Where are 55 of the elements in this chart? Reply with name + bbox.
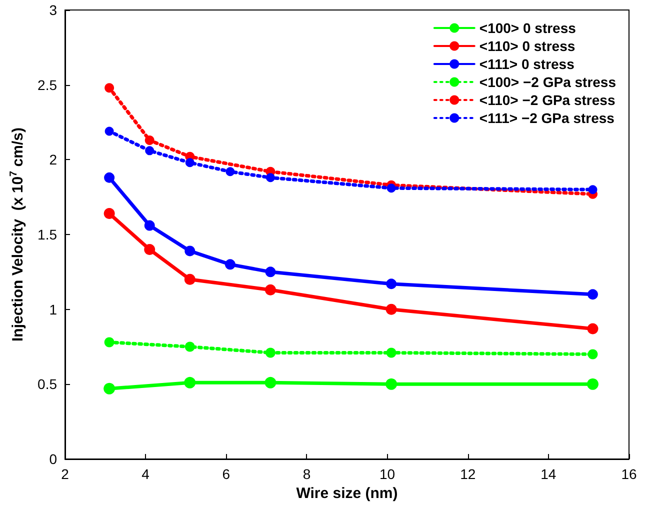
point: [144, 135, 154, 145]
legend-label: <111> 0 stress: [479, 56, 575, 72]
point: [386, 278, 397, 290]
legend-label: <100> −2 GPa stress: [479, 74, 616, 90]
x-tick-label: 12: [460, 466, 476, 482]
point: [386, 184, 396, 193]
y-tick-label: 0: [49, 451, 58, 467]
legend-label: <110> −2 GPa stress: [479, 92, 616, 108]
point: [266, 173, 275, 182]
legend-label: <100> 0 stress: [479, 20, 576, 36]
point: [264, 284, 276, 296]
point: [386, 378, 398, 390]
point: [145, 146, 154, 156]
point: [587, 378, 598, 390]
point: [104, 337, 114, 348]
x-tick-label: 2: [61, 466, 70, 482]
point: [184, 274, 196, 285]
legend-label: <111> −2 GPa stress: [479, 110, 615, 126]
point: [224, 259, 236, 270]
y-tick-label: 3: [49, 2, 58, 18]
x-tick-label: 6: [222, 466, 230, 482]
point: [104, 382, 116, 394]
point: [104, 208, 115, 220]
point: [184, 342, 195, 352]
y-axis-title: Injection Velocity (x 107 cm/s): [8, 128, 26, 342]
point: [588, 349, 598, 360]
y-tick-label: 0.5: [38, 376, 58, 392]
x-tick-label: 16: [621, 466, 637, 482]
point: [386, 304, 397, 315]
point: [587, 323, 598, 334]
y-tick-label: 1.5: [38, 226, 58, 242]
point: [386, 348, 396, 358]
point: [144, 220, 155, 231]
x-tick-label: 4: [142, 466, 150, 482]
point: [265, 348, 276, 358]
legend-label: <110> 0 stress: [479, 38, 576, 54]
y-tick-label: 2.5: [38, 76, 58, 93]
point: [265, 266, 276, 278]
point: [104, 83, 114, 93]
point: [588, 289, 598, 300]
x-tick-label: 8: [302, 466, 311, 482]
point: [185, 158, 194, 168]
point: [104, 126, 114, 136]
point: [588, 185, 598, 194]
point: [144, 244, 156, 255]
point: [264, 376, 276, 388]
x-tick-label: 10: [379, 466, 396, 482]
y-tick-label: 1: [49, 301, 58, 318]
point: [226, 167, 235, 176]
point: [184, 246, 196, 256]
y-tick-label: 2: [49, 152, 58, 168]
point: [184, 376, 196, 388]
x-tick-label: 14: [540, 466, 556, 482]
point: [104, 172, 115, 183]
x-axis-title: Wire size (nm): [296, 484, 398, 502]
